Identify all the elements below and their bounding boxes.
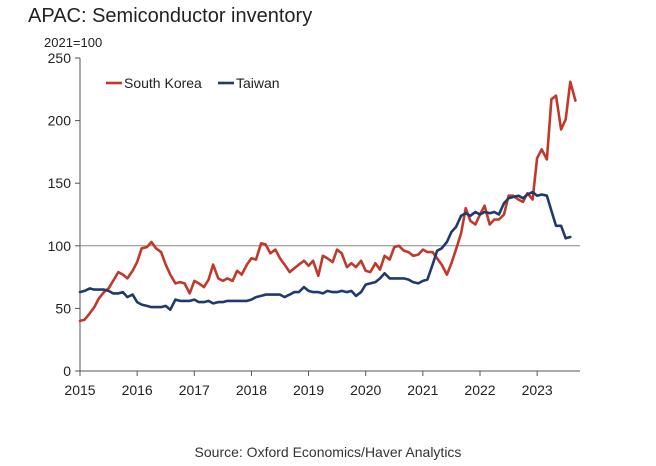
source-note: Source: Oxford Economics/Haver Analytics <box>195 444 462 460</box>
x-tick-label: 2015 <box>64 382 95 398</box>
series-group <box>78 80 577 323</box>
x-tick-label: 2018 <box>236 382 267 398</box>
x-tick-label: 2016 <box>122 382 153 398</box>
legend-label-south-korea: South Korea <box>124 75 202 91</box>
series-line-south-korea <box>78 80 577 323</box>
y-tick-label: 100 <box>48 238 72 254</box>
x-tick-label: 2020 <box>350 382 381 398</box>
units-label: 2021=100 <box>44 35 102 50</box>
y-tick-label: 150 <box>48 175 72 191</box>
y-tick-label: 250 <box>48 50 72 66</box>
y-tick-label: 50 <box>55 300 71 316</box>
axes: 0 50 100 150 200 250 2015 2016 2017 2018 2019 2020 2… <box>48 50 580 398</box>
y-tick-label: 200 <box>48 113 72 129</box>
legend: South Korea Taiwan <box>106 75 280 91</box>
x-tick-label: 2017 <box>179 382 210 398</box>
x-tick-label: 2022 <box>464 382 495 398</box>
x-tick-label: 2021 <box>407 382 438 398</box>
y-tick-label: 0 <box>63 363 71 379</box>
legend-label-taiwan: Taiwan <box>236 75 280 91</box>
x-tick-label: 2019 <box>293 382 324 398</box>
chart-title: APAC: Semiconductor inventory <box>28 5 312 27</box>
x-tick-label: 2023 <box>522 382 553 398</box>
series-line-taiwan <box>78 190 572 311</box>
